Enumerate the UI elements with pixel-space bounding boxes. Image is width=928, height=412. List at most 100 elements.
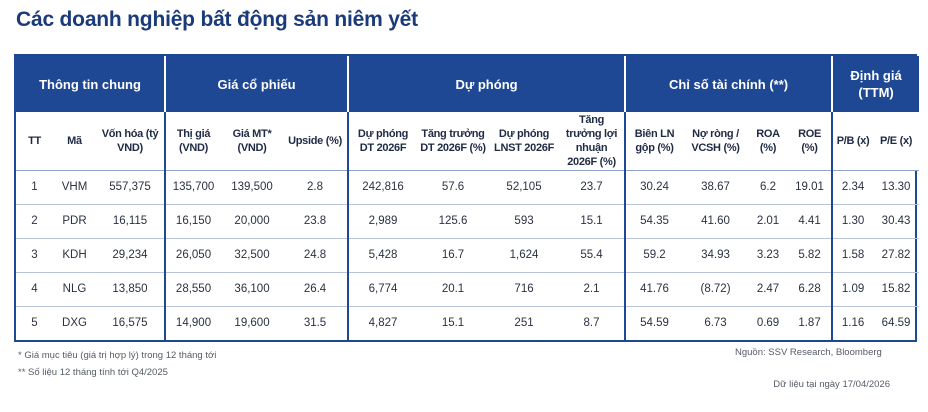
col-tt: TT [16, 112, 53, 171]
cell-upside: 2.8 [283, 170, 350, 205]
table-row: 3 KDH 29,234 26,050 32,500 24.8 5,428 16… [16, 238, 920, 273]
cell-tang-truong-dt: 20.1 [417, 272, 490, 307]
source-note: Nguồn: SSV Research, Bloomberg [735, 347, 882, 358]
cell-gia-mt: 32,500 [221, 238, 284, 273]
group-valuation: Định giá (TTM) [832, 56, 920, 112]
cell-bien-ln: 54.59 [640, 317, 669, 330]
real-estate-table: Thông tin chung Giá cổ phiếu Dự phóng Ch… [14, 54, 920, 342]
cell-thi-gia: 14,900 [175, 317, 212, 330]
cell-no-rong: 41.60 [683, 204, 749, 239]
table-row: 4 NLG 13,850 28,550 36,100 26.4 6,774 20… [16, 272, 920, 307]
cell-tang-truong-ln: 15.1 [559, 204, 627, 239]
cell-du-phong-dt: 2,989 [348, 204, 418, 239]
cell-du-phong-lnst: 716 [489, 272, 560, 307]
cell-du-phong-dt: 5,428 [348, 238, 418, 273]
cell-tt: 1 [16, 170, 53, 205]
cell-roe: 4.41 [788, 204, 834, 239]
col-du-phong-dt: Dự phóng DT 2026F [348, 112, 418, 171]
col-gia-mt: Giá MT* (VND) [221, 112, 284, 171]
cell-ma: NLG [53, 272, 96, 307]
cell-pb: 1.09 [832, 272, 874, 307]
col-tang-truong-ln: Tăng trưởng lợi nhuận 2026F (%) [559, 112, 627, 171]
cell-pb: 2.34 [832, 170, 874, 205]
cell-no-rong: 6.73 [704, 317, 727, 330]
cell-bien-ln: 54.35 [625, 204, 684, 239]
cell-pb: 1.58 [832, 238, 874, 273]
cell-pe: 30.43 [873, 204, 920, 239]
cell-roa: 2.47 [748, 272, 789, 307]
col-thi-gia: Thị giá (VND) [165, 112, 222, 171]
footnote-target-price: * Giá mục tiêu (giá trị hợp lý) trong 12… [18, 350, 217, 361]
cell-tang-truong-dt: 57.6 [417, 170, 490, 205]
cell-tt: 5 [31, 317, 38, 330]
cell-roe: 5.82 [788, 238, 834, 273]
cell-tang-truong-ln: 8.7 [559, 306, 627, 340]
cell-no-rong: 34.93 [683, 238, 749, 273]
cell-ma: DXG [62, 317, 87, 330]
cell-du-phong-dt: 242,816 [348, 170, 418, 205]
cell-gia-mt: 20,000 [221, 204, 284, 239]
col-upside: Upside (%) [283, 112, 350, 171]
cell-roe: 19.01 [788, 170, 834, 205]
cell-ma: KDH [53, 238, 96, 273]
col-pe: P/E (x) [873, 112, 920, 171]
cell-pe: 27.82 [873, 238, 920, 273]
cell-roe: 6.28 [788, 272, 834, 307]
cell-tang-truong-dt: 16.7 [417, 238, 490, 273]
cell-von-hoa: 557,375 [96, 170, 167, 205]
cell-roa: 3.23 [748, 238, 789, 273]
group-forecast: Dự phóng [348, 56, 627, 112]
cell-no-rong: 38.67 [683, 170, 749, 205]
cell-upside: 23.8 [283, 204, 350, 239]
cell-tang-truong-dt: 15.1 [441, 317, 465, 330]
table-row: 5 DXG 16,575 14,900 19,600 31.5 4,827 15… [16, 306, 919, 340]
cell-pe: 13.30 [873, 170, 920, 205]
cell-roa: 0.69 [756, 317, 780, 330]
cell-gia-mt: 36,100 [221, 272, 284, 307]
cell-pb: 1.16 [841, 317, 865, 330]
cell-du-phong-lnst: 251 [514, 317, 534, 330]
cell-upside: 24.8 [283, 238, 350, 273]
group-financial: Chỉ số tài chính (**) [625, 56, 834, 112]
cell-pb: 1.30 [832, 204, 874, 239]
cell-tt: 3 [16, 238, 53, 273]
cell-thi-gia: 28,550 [165, 272, 222, 307]
table-row: 2 PDR 16,115 16,150 20,000 23.8 2,989 12… [16, 204, 920, 239]
cell-thi-gia: 26,050 [165, 238, 222, 273]
cell-pe: 15.82 [873, 272, 920, 307]
cell-ma: PDR [53, 204, 96, 239]
col-pb: P/B (x) [832, 112, 874, 171]
group-header-row: Thông tin chung Giá cổ phiếu Dự phóng Ch… [16, 56, 920, 112]
col-tang-truong-dt: Tăng trưởng DT 2026F (%) [417, 112, 490, 171]
cell-upside: 26.4 [283, 272, 350, 307]
cell-von-hoa: 16,575 [96, 306, 167, 340]
cell-du-phong-lnst: 52,105 [489, 170, 560, 205]
cell-bien-ln: 59.2 [625, 238, 684, 273]
table-body: 1 VHM 557,375 135,700 139,500 2.8 242,81… [16, 170, 920, 340]
table-row: 1 VHM 557,375 135,700 139,500 2.8 242,81… [16, 170, 920, 205]
cell-thi-gia: 135,700 [165, 170, 222, 205]
cell-du-phong-lnst: 593 [489, 204, 560, 239]
cell-roa: 2.01 [748, 204, 789, 239]
col-ma: Mã [53, 112, 96, 171]
footnote-ttm: ** Số liệu 12 tháng tính tới Q4/2025 [18, 367, 168, 378]
cell-tt: 4 [16, 272, 53, 307]
cell-ma: VHM [53, 170, 96, 205]
col-roe: ROE (%) [788, 112, 834, 171]
cell-bien-ln: 41.76 [625, 272, 684, 307]
col-von-hoa: Vốn hóa (tỷ VND) [96, 112, 167, 171]
cell-tt: 2 [16, 204, 53, 239]
cell-von-hoa: 16,115 [96, 204, 167, 239]
cell-upside: 31.5 [283, 306, 350, 340]
col-roa: ROA (%) [748, 112, 789, 171]
cell-tang-truong-ln: 23.7 [559, 170, 627, 205]
group-general: Thông tin chung [16, 56, 167, 112]
col-no-rong: Nợ ròng / VCSH (%) [683, 112, 749, 171]
group-price: Giá cổ phiếu [165, 56, 350, 112]
col-bien-ln: Biên LN gộp (%) [625, 112, 684, 171]
cell-pe: 64.59 [881, 317, 911, 330]
cell-du-phong-dt: 6,774 [348, 272, 418, 307]
cell-gia-mt: 139,500 [221, 170, 284, 205]
cell-du-phong-dt: 4,827 [368, 317, 398, 330]
cell-von-hoa: 13,850 [96, 272, 167, 307]
